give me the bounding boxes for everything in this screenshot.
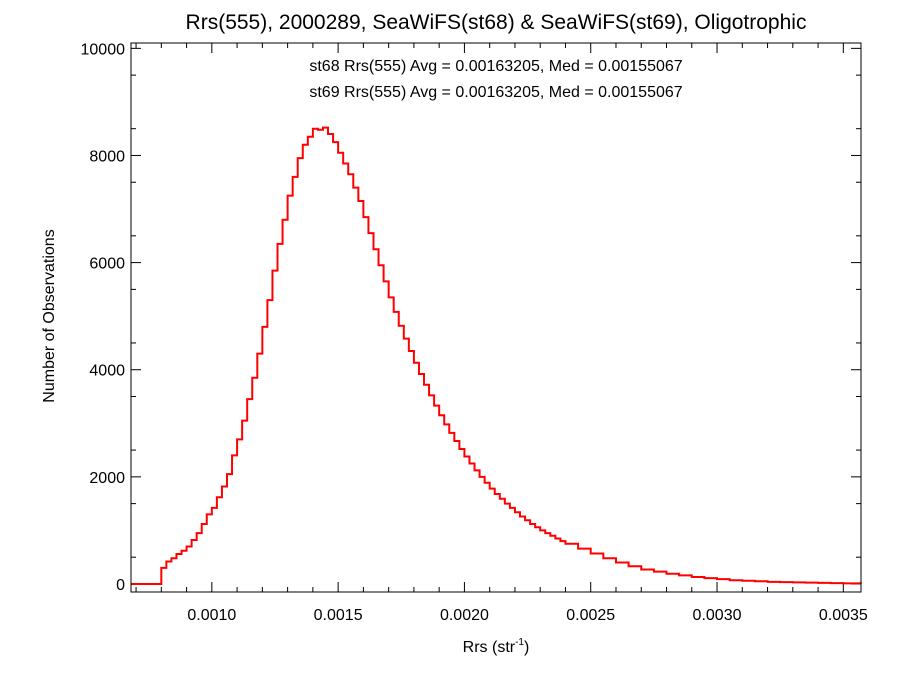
annotation-st68: st68 Rrs(555) Avg = 0.00163205, Med = 0.… (309, 58, 682, 75)
x-tick-label: 0.0015 (314, 607, 363, 624)
x-axis-label-close: ) (524, 639, 529, 656)
x-axis-label-main: Rrs (str (463, 639, 516, 656)
plot-frame (130, 42, 862, 593)
x-tick-label: 0.0025 (566, 607, 615, 624)
x-tick-label: 0.0035 (819, 607, 868, 624)
x-tick-label: 0.0010 (187, 607, 236, 624)
y-axis-label: Number of Observations (41, 229, 58, 402)
y-tick-label: 8000 (89, 148, 125, 165)
annotation-st69: st69 Rrs(555) Avg = 0.00163205, Med = 0.… (309, 84, 682, 101)
x-tick-labels: 0.0010 0.0015 0.0020 0.0025 0.0030 0.0035 (187, 607, 868, 624)
y-tick-label: 6000 (89, 256, 125, 273)
x-tick-label: 0.0020 (440, 607, 489, 624)
y-tick-label: 2000 (89, 470, 125, 487)
x-axis-label: Rrs (str-1) (463, 637, 530, 656)
y-tick-label: 0 (116, 577, 125, 594)
y-tick-labels: 0 2000 4000 6000 8000 10000 (81, 41, 126, 594)
axis-ticks (131, 43, 861, 592)
chart-title: Rrs(555), 2000289, SeaWiFS(st68) & SeaWi… (186, 11, 807, 34)
series-line-st69 (131, 126, 862, 585)
y-tick-label: 10000 (81, 41, 126, 58)
x-axis-label-superscript: -1 (515, 637, 524, 648)
y-tick-label: 4000 (89, 363, 125, 380)
x-tick-label: 0.0030 (693, 607, 742, 624)
